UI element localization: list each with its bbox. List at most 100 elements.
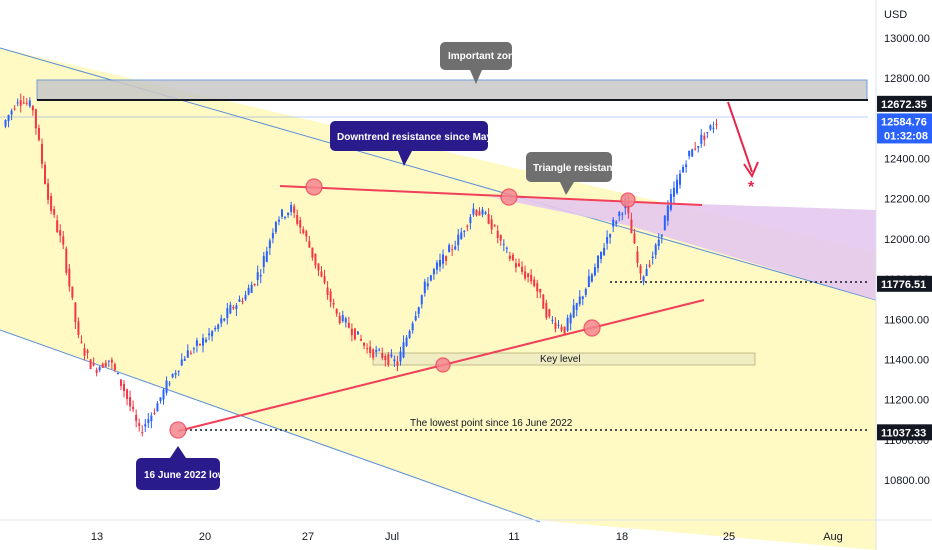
touch-point[interactable] — [500, 188, 518, 206]
touch-point[interactable] — [305, 178, 323, 196]
candle-body — [119, 379, 122, 386]
candle-body — [618, 211, 621, 217]
candle-body — [545, 303, 548, 318]
candle-body — [28, 100, 31, 107]
candle-body — [709, 125, 712, 130]
x-tick-label: 18 — [616, 531, 628, 543]
candle-body — [712, 127, 715, 129]
y-tick-label: 12400.00 — [884, 154, 930, 166]
candle-body — [679, 173, 682, 185]
x-tick-label: 27 — [302, 531, 314, 543]
candle-body — [217, 324, 220, 329]
candle-body — [165, 380, 168, 393]
candle-body — [551, 319, 554, 321]
x-tick-label: 11 — [508, 531, 519, 543]
candle-body — [703, 135, 706, 140]
callout-important-zone[interactable]: Important zone — [440, 42, 520, 84]
x-tick-label: 25 — [723, 531, 735, 543]
callout-triangle-resistance[interactable]: Triangle resistance — [526, 152, 624, 195]
candle-body — [68, 268, 71, 287]
candle-body — [378, 349, 381, 351]
candle-body — [153, 413, 156, 415]
candle-body — [454, 246, 457, 250]
candle-body — [274, 221, 277, 232]
candle-body — [353, 328, 356, 340]
candle-body — [636, 251, 639, 263]
candle-body — [432, 269, 435, 275]
candle-body — [648, 264, 651, 267]
candle-body — [305, 231, 308, 237]
candle-body — [326, 287, 329, 295]
price-tag[interactable]: 12672.35 — [877, 95, 932, 112]
candle-body — [578, 296, 581, 305]
candle-body — [7, 115, 10, 122]
projection-arrow-head — [743, 161, 759, 179]
candle-body — [302, 229, 305, 233]
candle-body — [694, 148, 697, 150]
candle-body — [250, 284, 253, 293]
candle-body — [126, 389, 129, 399]
candle-body — [144, 424, 147, 427]
callout-downtrend-resistance[interactable]: Downtrend resistance since May 2022 — [330, 121, 518, 166]
currency-label: USD — [884, 9, 907, 21]
candle-body — [466, 225, 469, 227]
candle-body — [10, 110, 13, 115]
candle-body — [129, 397, 132, 407]
candle-body — [183, 358, 186, 361]
candle-body — [381, 353, 384, 358]
candle-body — [706, 132, 709, 134]
candle-body — [116, 372, 119, 375]
y-tick-label: 12200.00 — [884, 194, 930, 206]
candle-body — [195, 340, 198, 346]
callout-downtrend-text: Downtrend resistance since May 2022 — [337, 132, 518, 143]
candle-body — [435, 262, 438, 270]
touch-point[interactable] — [620, 192, 636, 208]
touch-point[interactable] — [583, 319, 601, 337]
candle-body — [672, 187, 675, 197]
candle-body — [414, 316, 417, 321]
candle-body — [141, 432, 144, 434]
candle-body — [448, 245, 451, 253]
candle-body — [247, 288, 250, 295]
candle-body — [484, 212, 487, 214]
candle-body — [609, 234, 612, 238]
price-tag[interactable]: 11776.51 — [877, 275, 932, 292]
candle-body — [682, 167, 685, 173]
candle-body — [62, 236, 65, 245]
candle-body — [44, 164, 47, 184]
candle-body — [80, 341, 83, 343]
candle-body — [575, 303, 578, 310]
candle-body — [329, 291, 332, 302]
candle-body — [229, 304, 232, 314]
important-zone-band[interactable] — [36, 79, 868, 101]
candle-body — [156, 403, 159, 412]
price-tag[interactable]: 11037.33 — [877, 424, 932, 441]
candle-body — [226, 308, 229, 319]
candle-body — [290, 204, 293, 212]
candle-body — [633, 233, 636, 244]
candle-body — [323, 276, 326, 283]
touch-point[interactable] — [435, 357, 451, 373]
candle-body — [603, 247, 606, 256]
candle-body — [205, 339, 208, 342]
candle-body — [211, 331, 214, 337]
candle-body — [615, 221, 618, 224]
callout-june-low[interactable]: 16 June 2022 low — [136, 446, 226, 490]
price-tag-bg — [877, 95, 932, 112]
candle-body — [669, 194, 672, 210]
candle-body — [481, 209, 484, 215]
candle-body — [700, 134, 703, 144]
candle-body — [478, 211, 481, 216]
candle-body — [360, 339, 362, 341]
candle-body — [86, 350, 89, 353]
channel-fill — [0, 48, 876, 550]
candle-body — [232, 306, 235, 309]
candle-body — [393, 359, 396, 362]
touch-point[interactable] — [169, 421, 187, 439]
candle-body — [469, 217, 472, 224]
candle-body — [417, 307, 420, 314]
candle-body — [56, 220, 59, 233]
candle-body — [132, 406, 135, 410]
price-tag[interactable]: 12584.76 01:32:08 — [877, 113, 932, 144]
